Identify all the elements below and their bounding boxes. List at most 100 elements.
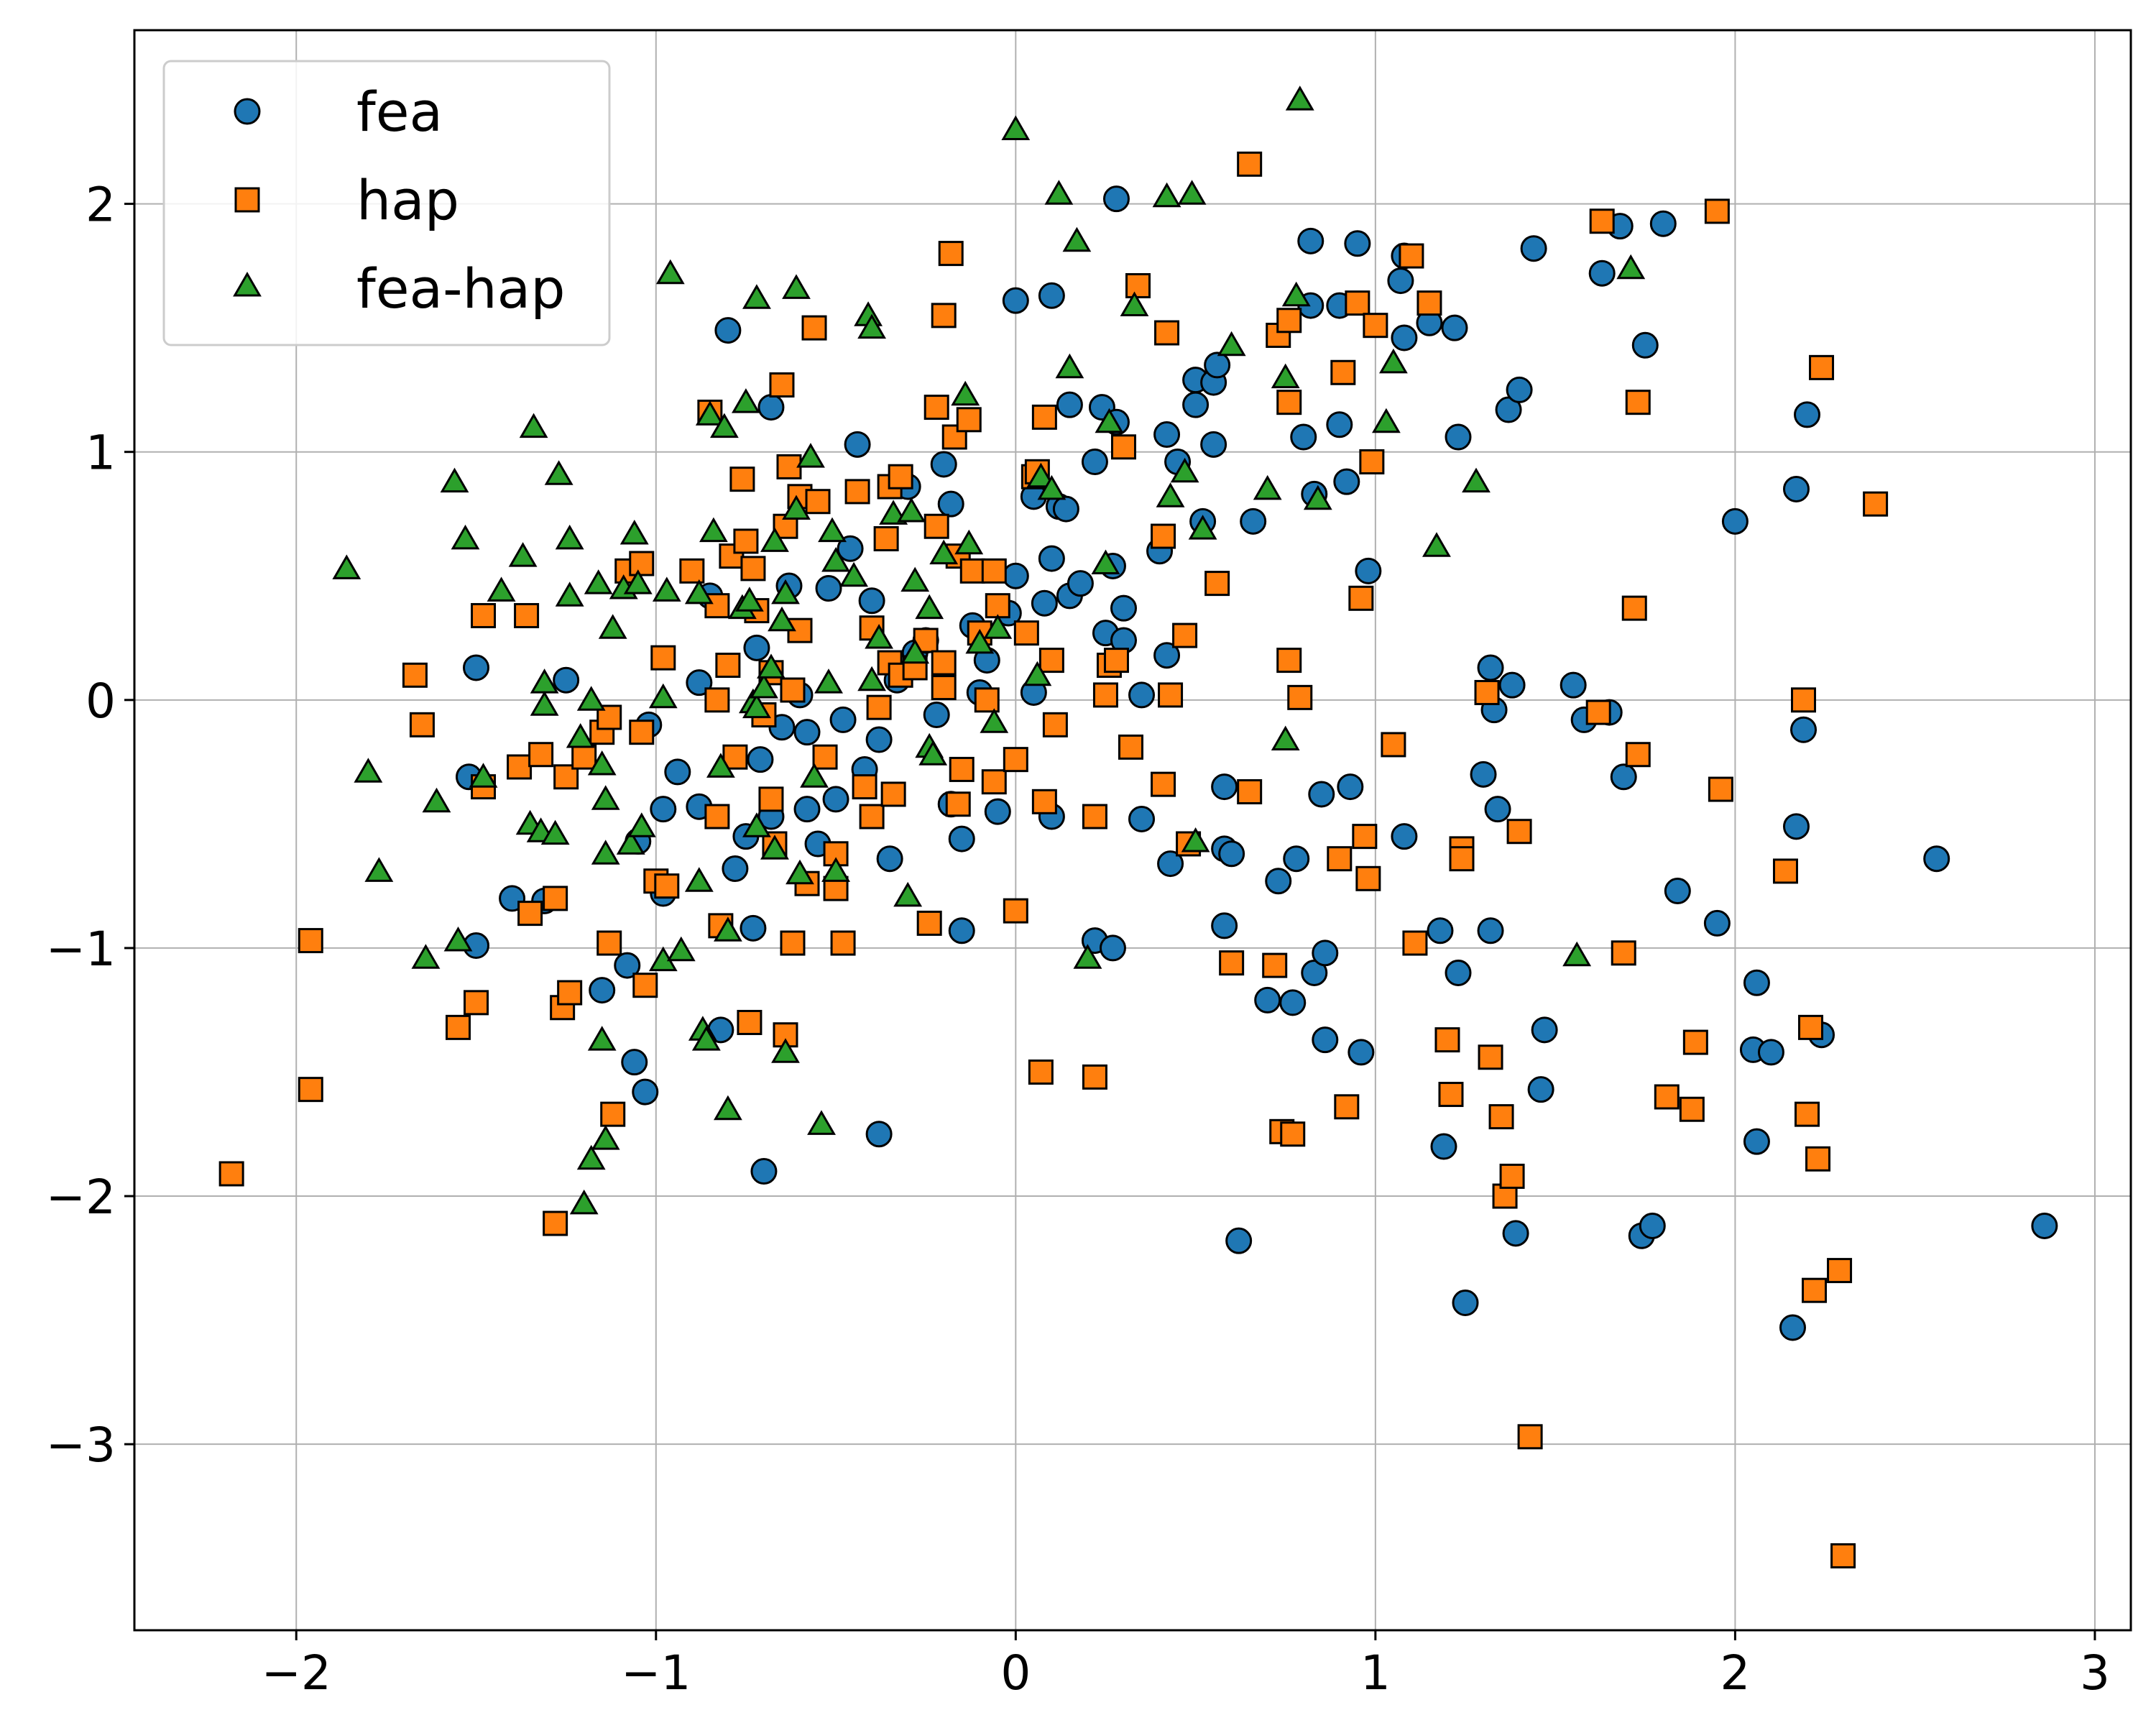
fea-hap-point (1170, 457, 1199, 483)
fea-point (1052, 495, 1079, 523)
fea-point (1110, 594, 1137, 622)
hap-point (1003, 898, 1028, 924)
hap-point (1488, 1104, 1514, 1130)
hap-point (1802, 1277, 1828, 1303)
fea-point (1782, 813, 1810, 840)
fea-hap-point (1616, 254, 1646, 280)
hap-point (776, 454, 802, 479)
hap-point (1625, 390, 1651, 415)
hap-point (938, 241, 964, 267)
series-hap (218, 151, 1889, 1568)
fea-hap-point (983, 614, 1013, 639)
fea-hap-point (411, 944, 441, 969)
fea-hap-point (768, 606, 796, 632)
hap-point (1154, 320, 1180, 346)
fea-hap-point (1062, 226, 1092, 252)
fea-point (1757, 1039, 1784, 1066)
hap-point (1003, 747, 1028, 773)
fea-point (1498, 671, 1526, 699)
fea-hap-point (584, 569, 613, 594)
hap-point (1795, 1101, 1820, 1127)
fea-hap-point (857, 666, 886, 691)
fea-point (1445, 959, 1472, 986)
fea-point (1297, 227, 1325, 254)
fea-hap-point (760, 835, 789, 860)
fea-point (1779, 1314, 1806, 1341)
hap-point (445, 1014, 471, 1040)
hap-point (729, 467, 755, 492)
fea-hap-point (1562, 941, 1592, 967)
fea-point (1477, 654, 1504, 681)
series-fea-hap (332, 86, 1646, 1215)
fea-point (650, 796, 677, 823)
fea-hap-point (1303, 484, 1332, 510)
fea-hap-point (1156, 482, 1185, 507)
fea-point (1204, 351, 1231, 379)
fea-hap-point (954, 529, 984, 555)
hap-point (1438, 1082, 1464, 1108)
hap-point (1517, 1424, 1543, 1450)
fea-point (743, 634, 770, 661)
fea-point (1225, 1227, 1253, 1254)
hap-point (1031, 789, 1057, 814)
fea-hap-point (1271, 363, 1300, 389)
fea-point (930, 451, 957, 478)
hap-point (1621, 595, 1647, 621)
fea-hap-point (706, 753, 735, 778)
hap-point (981, 558, 1007, 584)
fea-hap-point (566, 722, 595, 748)
fea-hap-point (796, 443, 825, 468)
fea-hap-point (1073, 944, 1102, 969)
hap-point (507, 754, 533, 780)
fea-hap-point (742, 284, 771, 309)
fea-hap-point (735, 587, 764, 612)
hap-point (1363, 313, 1388, 339)
hap-point (1863, 491, 1889, 517)
fea-hap-point (576, 686, 606, 711)
fea-point (948, 917, 975, 945)
fea-point (1337, 773, 1364, 801)
fea-hap-point (364, 857, 394, 882)
fea-point (1067, 570, 1094, 597)
hap-point (298, 928, 323, 954)
hap-point (1355, 865, 1381, 891)
fea-point (937, 490, 964, 518)
fea-hap-point (1379, 348, 1408, 374)
fea-point (1721, 507, 1749, 535)
hap-point (1772, 858, 1798, 884)
fea-point (1664, 878, 1691, 905)
hap-point (959, 558, 985, 584)
fea-hap-point (818, 517, 847, 543)
hap-point (981, 769, 1007, 795)
fea-point (1279, 989, 1307, 1016)
hap-point (1506, 819, 1532, 845)
fea-hap-point (900, 638, 930, 664)
fea-point (793, 796, 821, 823)
fea-hap-point (1372, 408, 1401, 433)
fea-hap-point (684, 867, 714, 892)
fea-point (1520, 235, 1547, 262)
fea-point (815, 575, 842, 602)
hap-point (1330, 359, 1356, 385)
fea-point (1639, 1212, 1666, 1239)
fea-hap-point (771, 1038, 800, 1063)
fea-point (1527, 1076, 1554, 1103)
hap-point (1172, 622, 1198, 648)
hap-point (1280, 1121, 1306, 1147)
fea-point (1290, 423, 1317, 451)
fea-hap-point (800, 763, 829, 788)
fea-hap-point (839, 561, 868, 587)
y-tick-label: −3 (46, 1417, 116, 1473)
fea-point (1355, 557, 1382, 584)
fea-point (1326, 411, 1353, 438)
hap-point (471, 602, 497, 628)
hap-point (931, 650, 957, 676)
hap-point (780, 677, 806, 703)
hap-point (464, 990, 489, 1016)
hap-point (1327, 846, 1353, 872)
legend-label-fea-hap: fea-hap (356, 257, 566, 321)
fea-point (1240, 507, 1267, 535)
fea-hap-point (1044, 180, 1074, 205)
fea-point (714, 317, 742, 344)
